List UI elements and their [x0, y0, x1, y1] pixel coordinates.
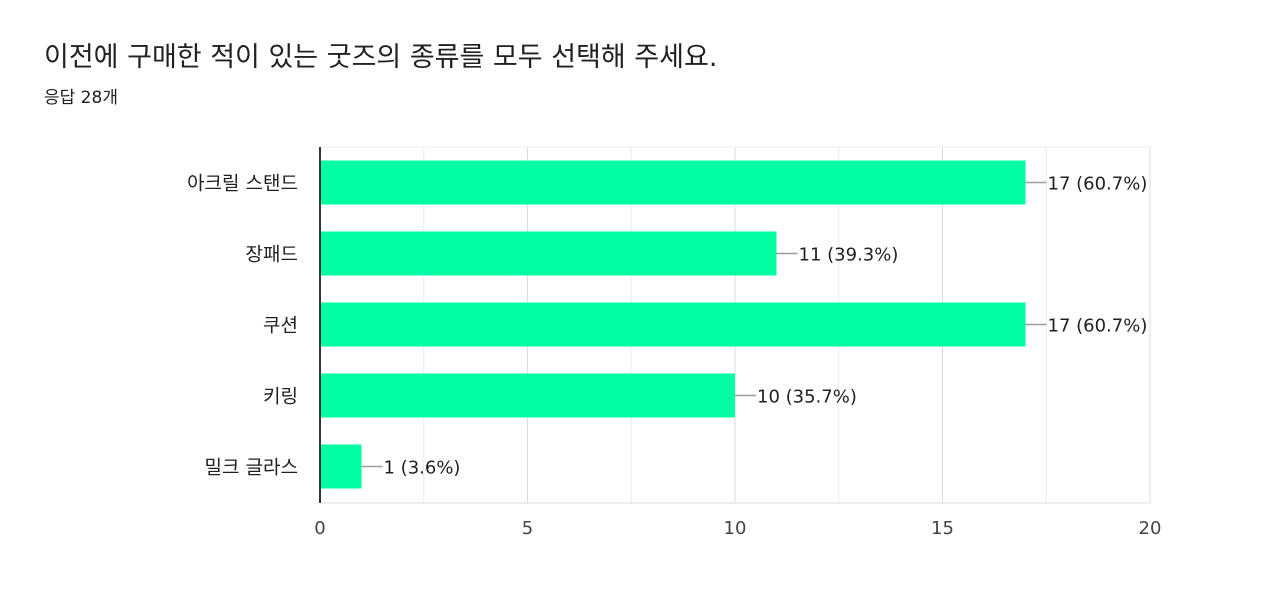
x-tick-label: 15: [931, 518, 954, 539]
data-label: 11 (39.3%): [799, 245, 899, 266]
bar-3: [320, 302, 1026, 347]
bar-2: [320, 231, 777, 276]
bar-5: [320, 444, 362, 489]
x-tick-label: 20: [1139, 518, 1162, 539]
x-tick-label: 10: [724, 518, 747, 539]
data-label: 17 (60.7%): [1048, 316, 1148, 337]
x-tick-label: 5: [522, 518, 533, 539]
x-tick-label: 0: [314, 518, 325, 539]
category-label: 키링: [263, 386, 298, 408]
question-title: 이전에 구매한 적이 있는 굿즈의 종류를 모두 선택해 주세요.: [44, 42, 718, 73]
bar-4: [320, 373, 735, 418]
response-count: 응답 28개: [44, 88, 118, 108]
category-label: 쿠션: [263, 315, 298, 337]
bar-1: [320, 160, 1026, 205]
category-label: 밀크 글라스: [205, 457, 298, 479]
data-label: 17 (60.7%): [1048, 174, 1148, 195]
category-label: 아크릴 스탠드: [187, 173, 298, 195]
data-label: 1 (3.6%): [384, 458, 461, 479]
data-label: 10 (35.7%): [757, 387, 857, 408]
category-label: 장패드: [246, 244, 298, 266]
